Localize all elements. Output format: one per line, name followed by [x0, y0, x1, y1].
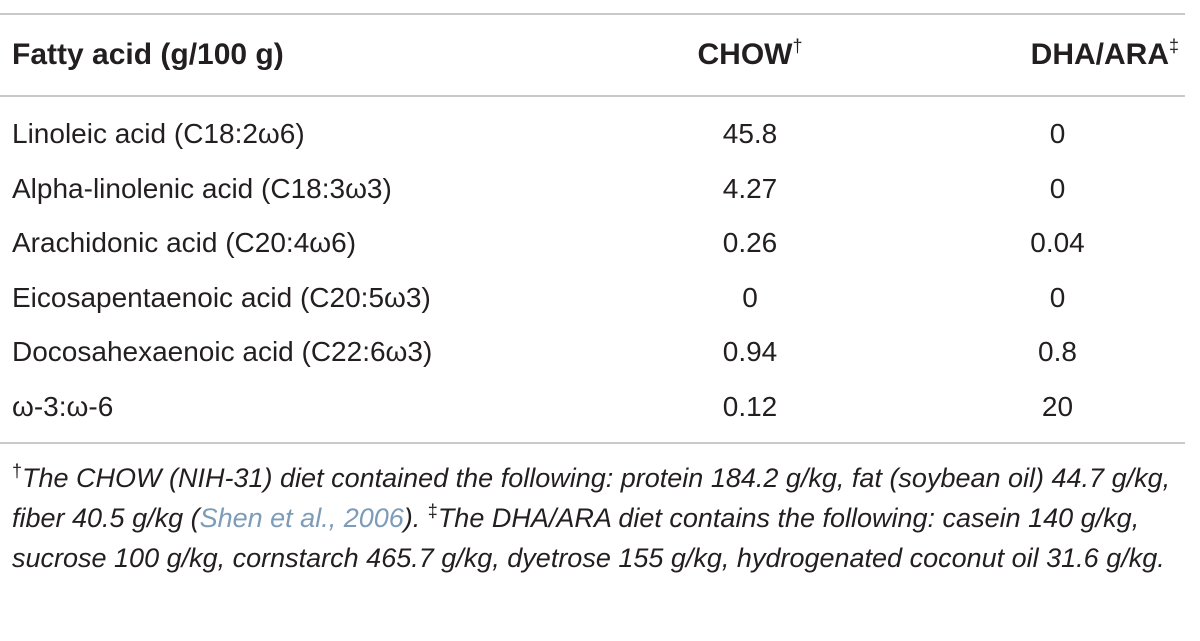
- row-chow-value: 0: [742, 281, 758, 313]
- row-dha-ara-value: 0: [1049, 281, 1066, 313]
- table-row: Docosahexaenoic acid (C22:6ω3) 0.94 0.8: [0, 325, 1185, 380]
- row-name: Eicosapentaenoic acid (C20:5ω3): [12, 281, 431, 313]
- citation-link[interactable]: Shen et al., 2006: [199, 503, 404, 533]
- table-row: ω-3:ω-6 0.12 20: [0, 380, 1185, 443]
- row-chow-value: 4.27: [722, 172, 778, 204]
- dagger-mark: †: [792, 36, 803, 56]
- top-rule: [0, 13, 1185, 15]
- header-fatty-acid: Fatty acid (g/100 g): [0, 15, 600, 97]
- double-dagger-mark: ‡: [1168, 36, 1179, 56]
- row-chow-value: 0.12: [722, 390, 778, 422]
- row-dha-ara-value: 0.04: [1030, 227, 1085, 259]
- table-row: Eicosapentaenoic acid (C20:5ω3) 0 0: [0, 271, 1185, 326]
- header-chow: CHOW†: [600, 15, 900, 97]
- footnote-dagger: †: [12, 461, 23, 481]
- footnote-double-dagger: ‡: [427, 501, 438, 521]
- table-row: Alpha-linolenic acid (C18:3ω3) 4.27 0: [0, 162, 1185, 217]
- header-dha-ara: DHA/ARA‡: [900, 15, 1185, 97]
- row-name: Alpha-linolenic acid (C18:3ω3): [12, 172, 392, 204]
- footnote-chow-text: The CHOW (NIH-31) diet contained the fol…: [12, 463, 1171, 533]
- footnote-dha-ara-text: The DHA/ARA diet contains the following:…: [12, 503, 1165, 573]
- table-container: Fatty acid (g/100 g) CHOW† DHA/ARA‡ Lino…: [0, 13, 1185, 578]
- fatty-acid-table: Fatty acid (g/100 g) CHOW† DHA/ARA‡ Lino…: [0, 15, 1185, 442]
- row-name: Linoleic acid (C18:2ω6): [12, 118, 305, 150]
- row-name: ω-3:ω-6: [12, 390, 114, 422]
- table-row: Arachidonic acid (C20:4ω6) 0.26 0.04: [0, 216, 1185, 271]
- row-chow-value: 0.26: [722, 227, 778, 259]
- footnote-chow-text-end: ).: [403, 503, 421, 533]
- bottom-rule: [0, 442, 1185, 444]
- row-name: Arachidonic acid (C20:4ω6): [12, 227, 357, 259]
- row-dha-ara-value: 0: [1049, 118, 1066, 150]
- row-dha-ara-value: 0.8: [1038, 336, 1077, 368]
- row-chow-value: 45.8: [722, 118, 778, 150]
- header-row: Fatty acid (g/100 g) CHOW† DHA/ARA‡: [0, 15, 1185, 97]
- table-footnote: †The CHOW (NIH-31) diet contained the fo…: [0, 444, 1182, 578]
- row-dha-ara-value: 0: [1049, 172, 1066, 204]
- row-name: Docosahexaenoic acid (C22:6ω3): [12, 336, 433, 368]
- table-row: Linoleic acid (C18:2ω6) 45.8 0: [0, 96, 1185, 162]
- row-chow-value: 0.94: [722, 336, 778, 368]
- row-dha-ara-value: 20: [1041, 390, 1074, 422]
